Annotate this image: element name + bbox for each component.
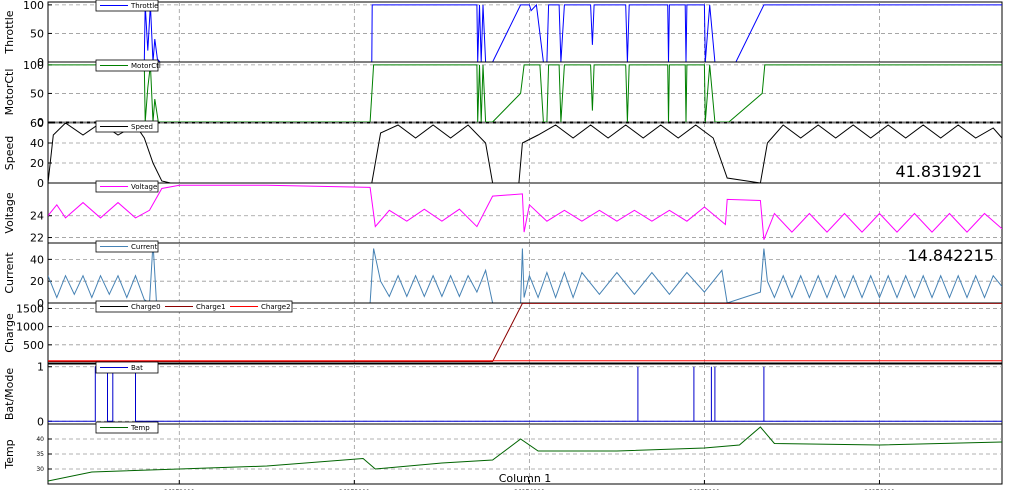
legend-box-charge [95, 300, 293, 313]
y-tick-label-motorctl: 100 [23, 59, 44, 72]
y-axis-label-throttle: Throttle [3, 10, 16, 54]
y-tick-label-speed: 0 [37, 177, 44, 190]
legend-label: Temp [130, 424, 150, 432]
series-line-speed [48, 123, 1002, 183]
legend-label: Bat [131, 364, 143, 372]
y-tick-label-current: 0 [37, 297, 44, 310]
panel-frame-speed [47, 122, 1003, 184]
legend-label: Throttle [130, 2, 158, 10]
y-tick-label-current: 20 [30, 275, 44, 288]
x-axis-label: Column 1 [498, 472, 552, 485]
panel-frame-charge [47, 302, 1003, 364]
y-tick-label-charge: 1500 [16, 302, 44, 315]
value-readout-speed: 41.831921 [895, 162, 982, 181]
y-tick-label-batmode: 1 [37, 361, 44, 374]
y-tick-label-charge: 1000 [16, 321, 44, 334]
legend-label: Charge1 [196, 303, 226, 311]
y-axis-label-temp: Temp [3, 439, 16, 469]
y-axis-label-motorctl: MotorCtl [3, 69, 16, 116]
y-tick-label-voltage: 22 [30, 232, 44, 245]
y-axis-label-current: Current [3, 252, 16, 294]
legend-label: Current [131, 243, 158, 251]
y-tick-label-batmode: 0 [37, 415, 44, 428]
y-tick-label-temp: 30 [36, 466, 44, 473]
panel-frame-batmode [47, 363, 1003, 425]
series-line-temp [48, 426, 1002, 482]
y-tick-label-speed: 40 [30, 137, 44, 150]
y-axis-label-charge: Charge [3, 313, 16, 353]
y-axis-label-speed: Speed [3, 136, 16, 170]
legend-label: MotorCtl [131, 62, 161, 70]
series-line-current [48, 243, 1002, 303]
legend-label: Charge2 [261, 303, 291, 311]
y-tick-label-speed: 60 [30, 117, 44, 130]
series-line-bat [48, 366, 1002, 422]
y-tick-label-temp: 40 [36, 436, 44, 443]
legend-label: Charge0 [131, 303, 161, 311]
series-line-charge1 [48, 303, 1002, 362]
series-line-voltage [48, 184, 1002, 240]
panel-frame-motorctl [47, 61, 1003, 123]
y-tick-label-throttle: 0 [37, 56, 44, 69]
y-tick-label-throttle: 50 [30, 27, 44, 40]
y-tick-label-throttle: 100 [23, 0, 44, 12]
y-tick-label-voltage: 24 [30, 210, 44, 223]
y-tick-label-motorctl: 50 [30, 87, 44, 100]
y-tick-label-charge: 500 [23, 339, 44, 352]
y-tick-label-current: 40 [30, 253, 44, 266]
panel-frame-throttle [47, 1, 1003, 63]
value-readout-current: 14.842215 [907, 246, 994, 265]
legend-label: Speed [131, 123, 153, 131]
y-tick-label-motorctl: 0 [37, 116, 44, 129]
y-axis-label-batmode: Bat/Mode [3, 368, 16, 421]
legend-label: Voltage [131, 183, 157, 191]
series-line-motorctl [48, 64, 1002, 122]
y-axis-label-voltage: Voltage [3, 192, 16, 233]
y-tick-label-speed: 20 [30, 157, 44, 170]
y-tick-label-temp: 35 [36, 451, 44, 458]
panel-frame-voltage [47, 182, 1003, 244]
